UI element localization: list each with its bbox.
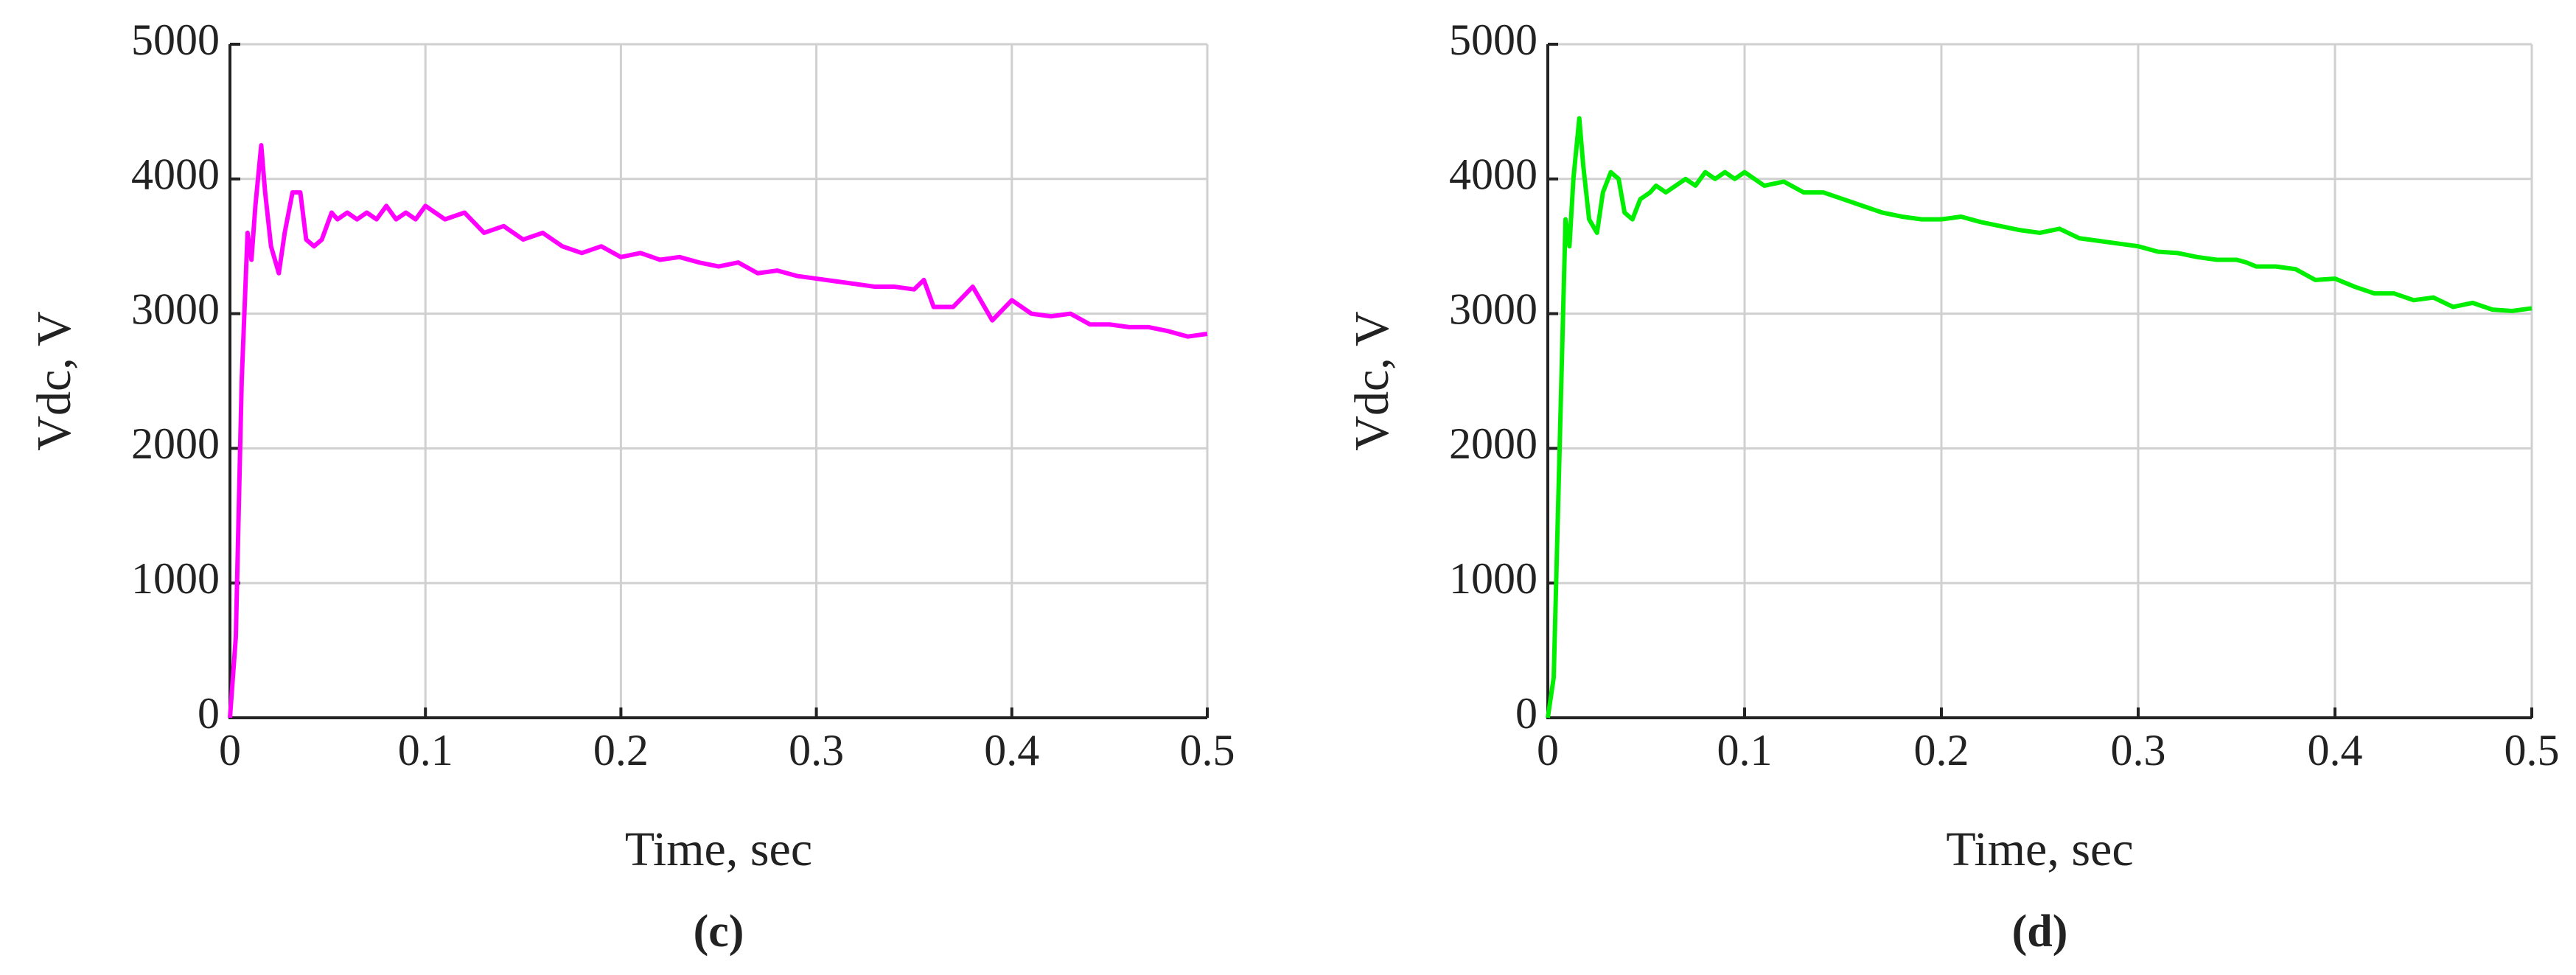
y-tick-label: 5000 [131, 15, 220, 64]
x-axis-label: Time, sec [625, 822, 812, 876]
y-tick-label: 1000 [131, 554, 220, 603]
caption: (c) [694, 906, 744, 957]
y-tick-label: 2000 [1449, 419, 1537, 468]
caption: (d) [2012, 906, 2068, 957]
x-tick-label: 0.3 [2111, 726, 2166, 775]
data-line [228, 143, 1208, 719]
y-tick-label: 4000 [1449, 150, 1537, 199]
x-tick-label: 0.3 [789, 726, 844, 775]
axis-line [228, 44, 1207, 719]
y-tick-label: 3000 [1449, 284, 1537, 333]
y-tick-label: 0 [1515, 689, 1537, 738]
x-tick-label: 0 [219, 726, 241, 775]
x-tick-label: 0.1 [1717, 726, 1773, 775]
x-tick-label: 0 [1537, 726, 1559, 775]
x-tick-label: 0.5 [1180, 726, 1235, 775]
y-axis-label: Vdc, V [27, 311, 81, 450]
axis-line [1546, 44, 2532, 719]
y-tick-label: 5000 [1449, 15, 1537, 64]
y-tick-label: 3000 [131, 284, 220, 333]
y-axis-label: Vdc, V [1345, 311, 1399, 450]
x-tick-label: 0.4 [2308, 726, 2363, 775]
x-axis-label: Time, sec [1946, 822, 2133, 876]
y-tick-label: 4000 [131, 150, 220, 199]
x-tick-label: 0.5 [2505, 726, 2560, 775]
y-tick-label: 0 [198, 689, 220, 738]
y-tick-label: 2000 [131, 419, 220, 468]
data-line [1546, 116, 2533, 719]
x-tick-label: 0.4 [984, 726, 1039, 775]
x-tick-label: 0.2 [1914, 726, 1969, 775]
x-tick-label: 0.1 [398, 726, 453, 775]
y-tick-label: 1000 [1449, 554, 1537, 603]
x-tick-label: 0.2 [593, 726, 649, 775]
